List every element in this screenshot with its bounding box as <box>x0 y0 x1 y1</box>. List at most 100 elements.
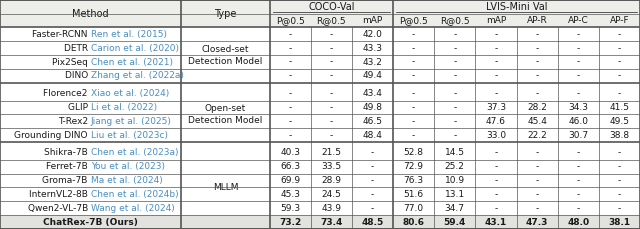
Text: -: - <box>536 71 539 80</box>
Text: -: - <box>494 148 497 157</box>
Text: -: - <box>412 103 415 112</box>
Text: -: - <box>618 204 621 213</box>
Text: -: - <box>494 71 497 80</box>
Text: -: - <box>412 131 415 140</box>
Text: 38.1: 38.1 <box>609 218 630 226</box>
Text: -: - <box>536 57 539 67</box>
Text: -: - <box>330 89 333 98</box>
Text: Grounding DINO: Grounding DINO <box>14 131 91 140</box>
Text: -: - <box>577 190 580 199</box>
Text: 33.0: 33.0 <box>486 131 506 140</box>
Text: Method: Method <box>72 9 109 19</box>
Text: Jiang et al. (2025): Jiang et al. (2025) <box>91 117 172 126</box>
Text: -: - <box>494 30 497 39</box>
Text: -: - <box>371 190 374 199</box>
Text: 69.9: 69.9 <box>280 176 300 185</box>
Text: GLIP: GLIP <box>68 103 91 112</box>
Text: P@0.5: P@0.5 <box>276 16 305 25</box>
Text: 46.5: 46.5 <box>362 117 383 126</box>
Text: Shikra-7B: Shikra-7B <box>44 148 91 157</box>
Text: -: - <box>453 117 456 126</box>
Text: -: - <box>412 30 415 39</box>
Text: Type: Type <box>214 9 237 19</box>
Text: 45.4: 45.4 <box>527 117 547 126</box>
Text: -: - <box>412 89 415 98</box>
Text: -: - <box>577 30 580 39</box>
Text: COCO-Val: COCO-Val <box>308 2 355 12</box>
Text: 45.3: 45.3 <box>280 190 300 199</box>
Text: Faster-RCNN: Faster-RCNN <box>32 30 91 39</box>
Text: 10.9: 10.9 <box>445 176 465 185</box>
Text: -: - <box>330 103 333 112</box>
Text: -: - <box>453 131 456 140</box>
Text: -: - <box>618 176 621 185</box>
Text: -: - <box>453 89 456 98</box>
Text: 59.4: 59.4 <box>444 218 466 226</box>
Text: AP-C: AP-C <box>568 16 589 25</box>
Text: -: - <box>618 162 621 171</box>
Text: -: - <box>289 89 292 98</box>
Text: 80.6: 80.6 <box>403 218 424 226</box>
Text: 33.5: 33.5 <box>321 162 341 171</box>
Text: -: - <box>618 89 621 98</box>
Text: -: - <box>494 176 497 185</box>
Text: -: - <box>536 44 539 53</box>
Text: mAP: mAP <box>362 16 383 25</box>
Text: InternVL2-8B: InternVL2-8B <box>29 190 91 199</box>
Text: Florence2: Florence2 <box>44 89 91 98</box>
Text: -: - <box>536 148 539 157</box>
Text: -: - <box>330 71 333 80</box>
Text: 48.4: 48.4 <box>362 131 382 140</box>
Text: -: - <box>289 57 292 67</box>
Text: -: - <box>412 44 415 53</box>
Text: 48.0: 48.0 <box>567 218 589 226</box>
Text: -: - <box>577 71 580 80</box>
Text: 37.3: 37.3 <box>486 103 506 112</box>
Text: 25.2: 25.2 <box>445 162 465 171</box>
Text: -: - <box>618 190 621 199</box>
Text: -: - <box>618 57 621 67</box>
Text: 34.7: 34.7 <box>445 204 465 213</box>
Text: -: - <box>494 204 497 213</box>
Bar <box>0 0 640 27</box>
Text: Open-set
Detection Model: Open-set Detection Model <box>188 104 262 125</box>
Text: 40.3: 40.3 <box>280 148 300 157</box>
Text: 21.5: 21.5 <box>321 148 341 157</box>
Text: 72.9: 72.9 <box>404 162 424 171</box>
Text: R@0.5: R@0.5 <box>316 16 346 25</box>
Text: DETR: DETR <box>63 44 91 53</box>
Text: 13.1: 13.1 <box>445 190 465 199</box>
Text: mAP: mAP <box>486 16 506 25</box>
Text: 28.2: 28.2 <box>527 103 547 112</box>
Text: -: - <box>536 162 539 171</box>
Text: -: - <box>618 30 621 39</box>
Text: 43.9: 43.9 <box>321 204 341 213</box>
Text: -: - <box>536 204 539 213</box>
Text: -: - <box>330 117 333 126</box>
Text: 41.5: 41.5 <box>609 103 629 112</box>
Text: -: - <box>453 71 456 80</box>
Text: -: - <box>412 71 415 80</box>
Text: -: - <box>577 44 580 53</box>
Text: Ma et al. (2024): Ma et al. (2024) <box>91 176 163 185</box>
Text: 49.8: 49.8 <box>362 103 383 112</box>
Text: Chen et al. (2024b): Chen et al. (2024b) <box>91 190 179 199</box>
Text: -: - <box>330 57 333 67</box>
Text: -: - <box>577 204 580 213</box>
Text: -: - <box>577 162 580 171</box>
Text: Pix2Seq: Pix2Seq <box>52 57 91 67</box>
Text: You et al. (2023): You et al. (2023) <box>91 162 164 171</box>
Text: -: - <box>371 176 374 185</box>
Text: 73.2: 73.2 <box>279 218 301 226</box>
Text: -: - <box>371 204 374 213</box>
Text: -: - <box>412 117 415 126</box>
Text: Ferret-7B: Ferret-7B <box>46 162 91 171</box>
Text: Xiao et al. (2024): Xiao et al. (2024) <box>91 89 169 98</box>
Text: Qwen2-VL-7B: Qwen2-VL-7B <box>28 204 91 213</box>
Text: Ren et al. (2015): Ren et al. (2015) <box>91 30 166 39</box>
Text: -: - <box>618 71 621 80</box>
Text: 59.3: 59.3 <box>280 204 300 213</box>
Text: -: - <box>577 148 580 157</box>
Text: -: - <box>618 44 621 53</box>
Text: Li et al. (2022): Li et al. (2022) <box>91 103 157 112</box>
